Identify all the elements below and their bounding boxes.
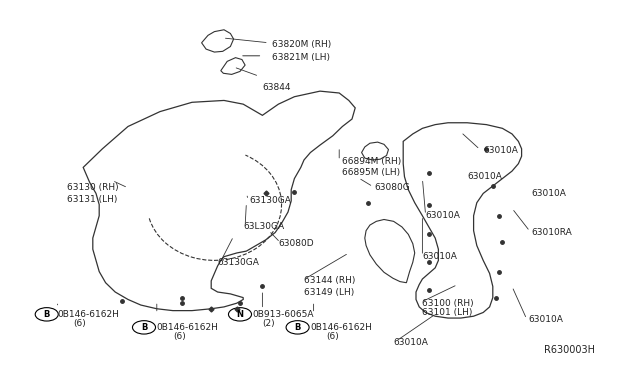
Text: B: B xyxy=(294,323,301,332)
Text: 63130GA: 63130GA xyxy=(250,196,291,205)
Text: 63131 (LH): 63131 (LH) xyxy=(67,195,118,203)
Text: (6): (6) xyxy=(173,332,186,341)
Text: 63010A: 63010A xyxy=(467,172,502,181)
Text: 63820M (RH): 63820M (RH) xyxy=(272,40,332,49)
Text: 63144 (RH): 63144 (RH) xyxy=(304,276,355,285)
Text: 63010A: 63010A xyxy=(531,189,566,198)
Text: (6): (6) xyxy=(326,332,339,341)
Text: 63L30GA: 63L30GA xyxy=(243,222,284,231)
Text: 63130GA: 63130GA xyxy=(218,258,259,267)
Text: 0B146-6162H: 0B146-6162H xyxy=(58,310,120,319)
Text: (6): (6) xyxy=(74,319,86,328)
Text: 66894M (RH): 66894M (RH) xyxy=(342,157,402,166)
Text: 66895M (LH): 66895M (LH) xyxy=(342,169,401,177)
Text: 63821M (LH): 63821M (LH) xyxy=(272,53,330,62)
Text: 63100 (RH): 63100 (RH) xyxy=(422,299,474,308)
Text: 63130 (RH): 63130 (RH) xyxy=(67,183,119,192)
Text: B: B xyxy=(141,323,147,332)
Text: 0B146-6162H: 0B146-6162H xyxy=(157,323,219,332)
Text: 63080D: 63080D xyxy=(278,239,314,248)
Text: 0B146-6162H: 0B146-6162H xyxy=(310,323,372,332)
Text: 63149 (LH): 63149 (LH) xyxy=(304,288,355,296)
Text: B: B xyxy=(44,310,50,319)
Text: 63010A: 63010A xyxy=(422,252,457,261)
Text: (2): (2) xyxy=(262,319,275,328)
Text: 63844: 63844 xyxy=(262,83,291,92)
Text: 63010A: 63010A xyxy=(426,211,460,220)
Text: 63080G: 63080G xyxy=(374,183,410,192)
Text: 63010A: 63010A xyxy=(483,146,518,155)
Text: 0B913-6065A: 0B913-6065A xyxy=(253,310,314,319)
Text: 63010RA: 63010RA xyxy=(531,228,572,237)
Text: 63010A: 63010A xyxy=(528,315,563,324)
Text: R630003H: R630003H xyxy=(544,345,595,355)
Text: N: N xyxy=(237,310,243,319)
Text: 63010A: 63010A xyxy=(394,338,428,347)
Text: 63101 (LH): 63101 (LH) xyxy=(422,308,473,317)
